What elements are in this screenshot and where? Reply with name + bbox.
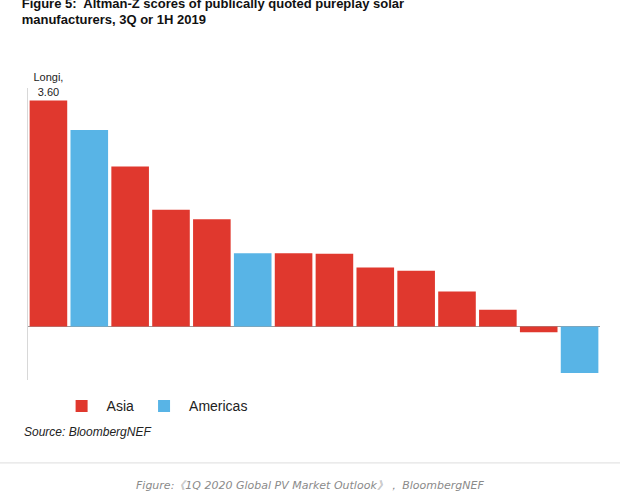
svg-text:Source: BloombergNEF: Source: BloombergNEF <box>24 425 151 439</box>
svg-text:Asia: Asia <box>107 398 134 414</box>
svg-text:Figure:《1Q 2020 Global PV Mark: Figure:《1Q 2020 Global PV Market Outlook… <box>136 479 484 492</box>
svg-text:Longi,3.60: Longi,3.60 <box>33 71 63 97</box>
svg-text:Americas: Americas <box>189 398 247 414</box>
svg-text:Figure 5: Altman-Z scores of: Figure 5: Altman-Z scores of publically … <box>22 0 404 27</box>
